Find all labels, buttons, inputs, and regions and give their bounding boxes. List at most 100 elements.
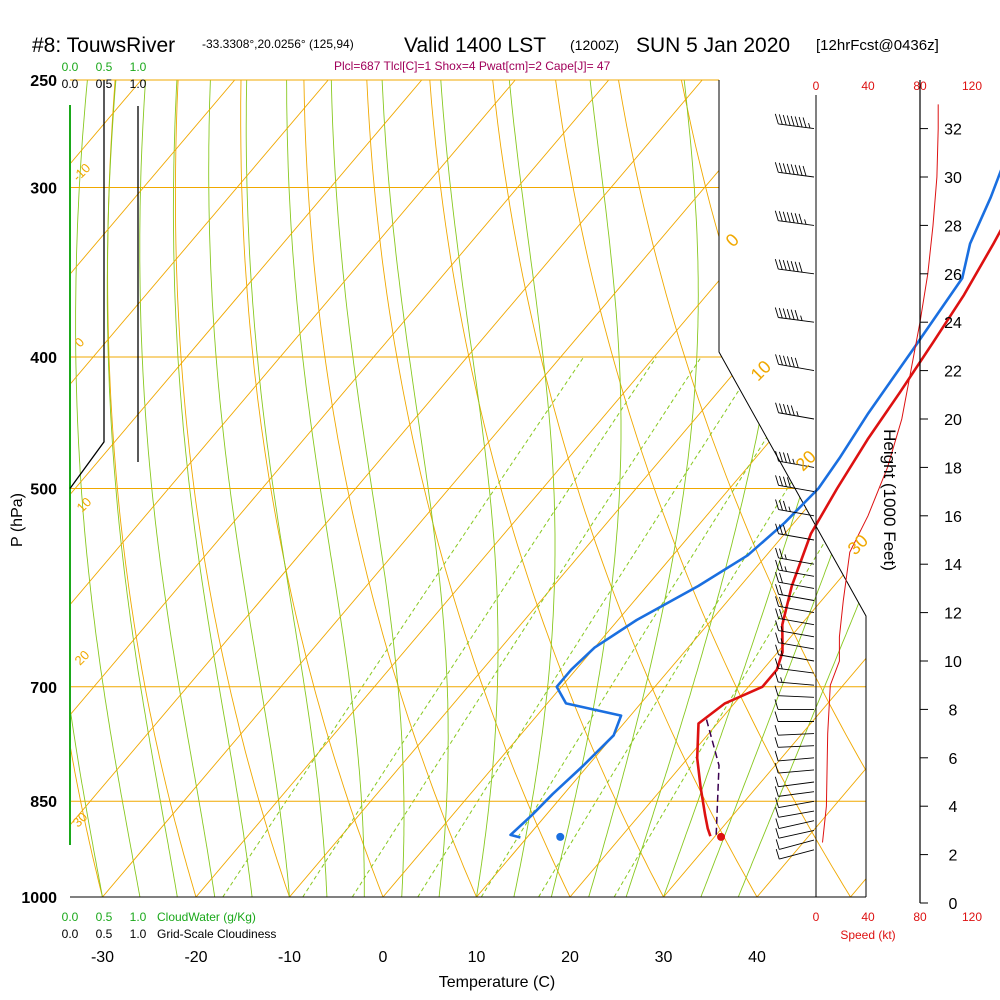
wind-speed-profile <box>822 104 939 843</box>
wind-barb-feather <box>774 671 779 683</box>
wind-barb-feather <box>774 776 779 787</box>
parcel-line <box>705 719 720 835</box>
wind-barb-staff <box>778 733 815 736</box>
mixing-ratio-line <box>613 356 866 897</box>
dry-adiabat-label: 30 <box>844 531 872 559</box>
wind-barb <box>775 451 815 468</box>
wind-barb-feather <box>794 116 799 127</box>
wind-barb-feather <box>790 309 795 320</box>
mixing-ratio-label: 20 <box>605 902 626 922</box>
wind-barb-feather <box>778 162 783 173</box>
wind-barb-half-feather <box>780 677 783 683</box>
wind-barb-feather <box>779 548 783 559</box>
pressure-label: 1000 <box>21 890 57 907</box>
wind-barb-feather <box>774 750 779 762</box>
temperature-tick-label: 40 <box>748 949 766 966</box>
wind-barb <box>774 113 815 130</box>
dry-adiabat-line <box>996 80 1000 897</box>
wind-barb-feather <box>786 163 791 174</box>
wind-barb-staff <box>778 593 815 601</box>
pressure-label: 850 <box>30 794 57 811</box>
wind-barb-half-feather <box>780 663 783 670</box>
wind-barb-feather <box>778 307 783 319</box>
wind-barb <box>775 620 815 638</box>
wind-barb-feather <box>786 308 791 320</box>
wind-barb-staff <box>778 268 815 275</box>
mixing-ratio-label: 2 <box>297 905 313 920</box>
wind-barb-staff <box>779 849 815 860</box>
wind-barb-feather <box>794 261 799 272</box>
wind-barb-feather <box>782 308 787 319</box>
wind-barb-feather <box>778 114 783 125</box>
dry-adiabat-line <box>70 80 103 897</box>
wind-barb-feather <box>774 210 779 221</box>
wind-barb-feather <box>775 572 779 583</box>
height-tick-label: 30 <box>944 170 962 187</box>
station-title: #8: TouwsRiver <box>32 34 175 57</box>
wind-barb-feather <box>774 162 779 173</box>
wind-barb-feather <box>802 165 807 177</box>
wind-barb-feather <box>775 848 780 860</box>
wind-barb <box>774 699 814 710</box>
x-axis-title: Temperature (C) <box>439 974 555 991</box>
wind-barb-half-feather <box>800 315 803 321</box>
wind-barb <box>775 559 815 577</box>
dry-adiabat-line <box>107 80 197 897</box>
wind-barb-feather <box>786 115 791 126</box>
cloudiness-title: Grid-Scale Cloudiness <box>157 927 276 941</box>
wind-barb-half-feather <box>780 650 783 656</box>
wind-barb <box>775 596 815 614</box>
height-tick-label: 18 <box>944 460 962 477</box>
wind-barb <box>775 475 815 493</box>
wind-barb-feather <box>790 356 795 368</box>
wind-barb <box>774 776 815 788</box>
mixing-ratio-line <box>538 356 866 897</box>
wind-barb-feather <box>794 213 799 224</box>
wind-speed-bottom-tick: 120 <box>962 910 982 924</box>
dry-adiabat-line <box>366 80 571 897</box>
wind-barb-staff <box>778 171 815 178</box>
height-tick-label: 8 <box>949 702 958 719</box>
dry-adiabat-line <box>933 80 1000 897</box>
temperature-line <box>695 229 1000 837</box>
cloudwater-bottom-tick: 0.5 <box>96 910 113 924</box>
mixing-ratio-lines: 1 2 3 5 8 12 20 <box>222 356 866 922</box>
wind-barb-half-feather <box>780 638 783 644</box>
speed-axis-title: Speed (kt) <box>840 928 895 942</box>
height-tick-label: 10 <box>944 654 962 671</box>
wind-barb-feather <box>782 114 787 126</box>
cloudiness-profile <box>69 80 105 489</box>
wind-barb-feather <box>779 596 783 608</box>
wind-barb <box>775 818 815 829</box>
wind-barb-feather <box>775 547 779 559</box>
temperature-tick-label: 30 <box>655 949 673 966</box>
dry-adiabat-line <box>303 80 477 897</box>
wind-barb-feather <box>774 725 779 736</box>
cloudiness-bottom-tick: 0.5 <box>96 927 113 941</box>
dry-adiabat-label: 0 <box>72 334 88 350</box>
wind-barb-feather <box>779 572 783 583</box>
wind-barb-half-feather <box>788 506 791 512</box>
temperature-tick-label: -20 <box>184 949 207 966</box>
pressure-label: 400 <box>30 350 57 367</box>
moist-adiabat-line <box>139 80 216 897</box>
temperature-tick-label: 10 <box>468 949 486 966</box>
wind-barb-half-feather <box>792 458 795 465</box>
wind-barb <box>775 848 815 860</box>
isotherm-line <box>70 80 236 897</box>
height-tick-label: 22 <box>944 364 962 381</box>
dry-adiabat-label: 10 <box>747 357 775 385</box>
wind-barb <box>774 685 815 698</box>
wind-barb-feather <box>774 113 779 125</box>
wind-barb <box>774 162 815 178</box>
pressure-label: 500 <box>30 482 57 499</box>
wind-barb-feather <box>782 500 787 512</box>
isotherm-line <box>70 80 329 897</box>
mixing-ratio-label: 12 <box>530 902 551 922</box>
wind-barb <box>775 797 815 809</box>
moist-adiabat-line <box>737 80 866 897</box>
wind-barb-staff <box>778 630 815 638</box>
wind-barb-staff <box>778 557 815 565</box>
